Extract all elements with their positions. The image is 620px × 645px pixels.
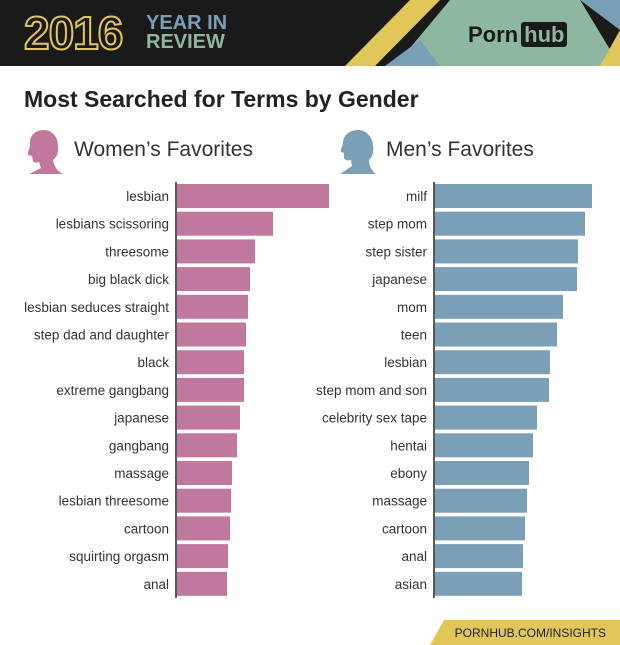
category-label: black [137, 355, 169, 370]
category-label: anal [143, 577, 169, 592]
category-label: mom [397, 300, 427, 315]
bar [177, 571, 227, 596]
category-label: cartoon [382, 521, 427, 536]
year-label: 2016 [23, 7, 124, 59]
category-label: lesbian [126, 189, 169, 204]
bar [435, 433, 533, 458]
bar [435, 571, 522, 596]
bar [435, 239, 578, 264]
category-label: hentai [390, 438, 427, 453]
bar [177, 184, 329, 208]
category-label: lesbian [384, 355, 427, 370]
category-label: teen [401, 328, 427, 343]
category-label: big black dick [88, 272, 169, 287]
bar [435, 350, 550, 375]
category-label: step sister [365, 244, 427, 259]
man-silhouette-icon [340, 130, 376, 174]
category-label: celebrity sex tape [322, 411, 427, 426]
bar [435, 461, 529, 485]
men-subtitle: Men’s Favorites [386, 138, 534, 161]
header-decoration [345, 0, 620, 66]
category-label: lesbians scissoring [56, 217, 169, 232]
bar [435, 184, 592, 208]
bar [177, 267, 250, 292]
category-label: threesome [105, 244, 169, 259]
women-subtitle: Women’s Favorites [74, 138, 253, 161]
category-label: massage [372, 494, 427, 509]
bar [177, 433, 237, 458]
header-banner: 2016 YEAR IN REVIEW Porn hub [0, 0, 620, 66]
chart-title: Most Searched for Terms by Gender [24, 86, 419, 112]
bar [435, 322, 557, 347]
bar [435, 488, 527, 513]
category-label: lesbian threesome [59, 494, 169, 509]
category-label: cartoon [124, 521, 169, 536]
category-label: japanese [113, 411, 169, 426]
bar [435, 544, 523, 569]
category-label: massage [114, 466, 169, 481]
bar [177, 239, 255, 264]
woman-silhouette-icon [27, 130, 63, 174]
bar [435, 377, 549, 402]
category-label: step dad and daughter [34, 328, 170, 343]
bar [177, 294, 248, 319]
bar [177, 544, 228, 569]
category-label: lesbian seduces straight [24, 300, 169, 315]
bar [177, 322, 246, 347]
footer-banner: PORNHUB.COM/INSIGHTS [430, 620, 620, 645]
bar [435, 267, 577, 292]
category-label: anal [401, 549, 427, 564]
bar [177, 211, 273, 236]
pornhub-logo: Porn hub [468, 22, 568, 48]
year-in-text: YEAR IN [146, 12, 228, 34]
bar [435, 294, 563, 319]
bar [177, 488, 231, 513]
footer-url[interactable]: PORNHUB.COM/INSIGHTS [454, 626, 606, 640]
category-label: japanese [371, 272, 427, 287]
logo-part2: hub [521, 22, 568, 47]
category-label: ebony [390, 466, 427, 481]
bar [177, 405, 240, 430]
bar [177, 461, 232, 485]
category-label: step mom and son [316, 383, 427, 398]
year-in-review-label: YEAR IN REVIEW [146, 12, 228, 53]
category-label: asian [395, 577, 427, 592]
bar [435, 405, 537, 430]
bar [435, 516, 525, 541]
category-label: step mom [368, 217, 427, 232]
category-label: squirting orgasm [69, 549, 169, 564]
category-label: extreme gangbang [56, 383, 169, 398]
bar [177, 350, 244, 375]
review-text: REVIEW [146, 31, 225, 53]
bar [435, 211, 585, 236]
category-label: milf [406, 189, 427, 204]
bar [177, 516, 230, 541]
category-label: gangbang [109, 438, 169, 453]
logo-part1: Porn [468, 22, 519, 47]
bar [177, 377, 244, 402]
